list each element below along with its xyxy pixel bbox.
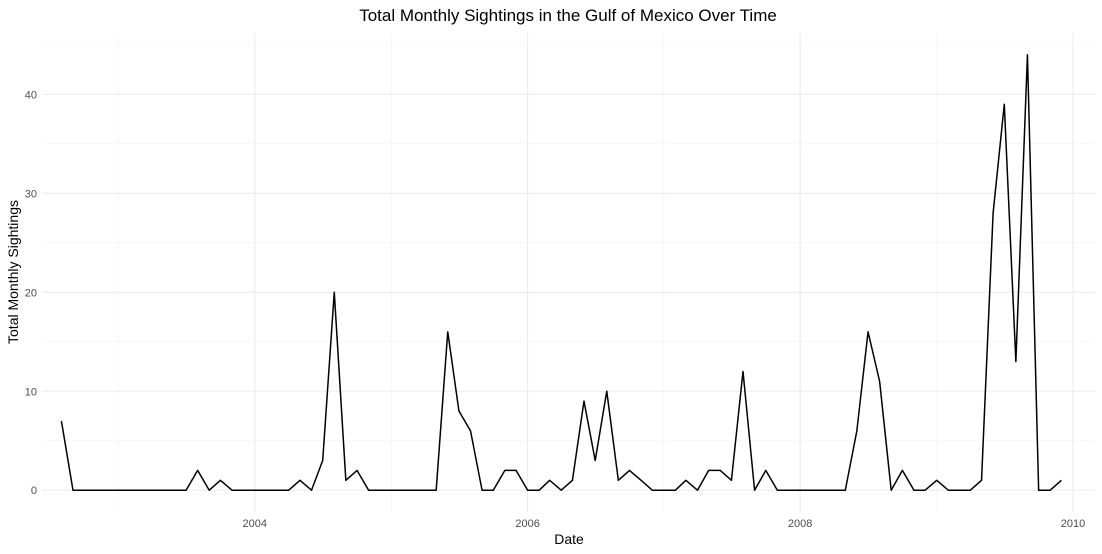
- y-tick-label: 30: [25, 188, 37, 200]
- grid: [42, 33, 1095, 512]
- x-axis-label: Date: [554, 531, 584, 547]
- series-layer: [60, 54, 1062, 491]
- axis-ticks: 0 10 20 30 40 2004 2006 2008 2010: [25, 89, 1085, 530]
- y-tick-label: 0: [31, 485, 37, 497]
- chart-title: Total Monthly Sightings in the Gulf of M…: [359, 6, 777, 25]
- y-tick-label: 20: [25, 287, 37, 299]
- x-tick-label: 2006: [515, 518, 539, 530]
- x-tick-label: 2010: [1061, 518, 1085, 530]
- x-tick-label: 2008: [788, 518, 812, 530]
- x-tick-label: 2004: [243, 518, 267, 530]
- series-line: [60, 54, 1062, 491]
- y-axis-label: Total Monthly Sightings: [5, 200, 21, 344]
- y-tick-label: 40: [25, 89, 37, 101]
- y-tick-label: 10: [25, 386, 37, 398]
